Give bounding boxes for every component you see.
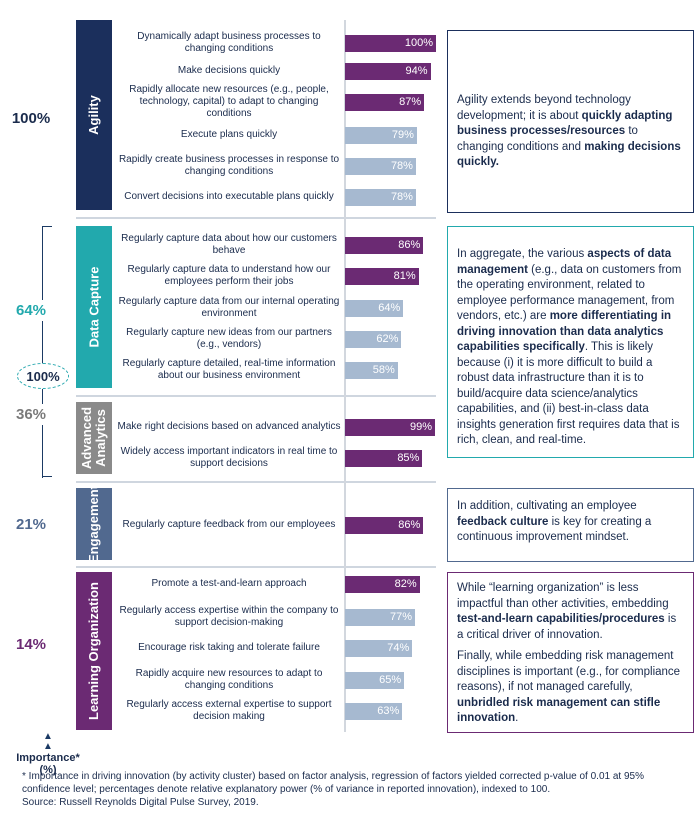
row-label: Regularly capture feedback from our empl… bbox=[122, 519, 336, 530]
row-label: Encourage risk taking and tolerate failu… bbox=[138, 642, 320, 653]
row-label: Promote a test-and-learn approach bbox=[151, 578, 307, 589]
cluster-separator bbox=[76, 395, 436, 397]
row-label: Rapidly allocate new resources (e.g., pe… bbox=[129, 84, 329, 119]
bar: 78% bbox=[345, 188, 416, 206]
bar-value-label: 81% bbox=[393, 269, 416, 282]
bar-value-label: 62% bbox=[376, 332, 399, 345]
bar-value-label: 94% bbox=[405, 64, 428, 77]
bar-value-label: 74% bbox=[387, 641, 410, 654]
bar: 81% bbox=[345, 267, 419, 285]
bar: 62% bbox=[345, 330, 402, 348]
importance-learning-org: 14% bbox=[15, 636, 47, 653]
row-label: Rapidly acquire new resources to adapt t… bbox=[135, 668, 323, 691]
bar-value-label: 64% bbox=[378, 301, 401, 314]
bar: 82% bbox=[345, 575, 420, 593]
note-learning-org: While “learning organization” is less im… bbox=[447, 572, 694, 733]
cluster-separator bbox=[76, 481, 436, 483]
bar: 74% bbox=[345, 639, 413, 657]
row-label: Widely access important indicators in re… bbox=[120, 446, 338, 469]
row-label: Rapidly create business processes in res… bbox=[118, 154, 340, 177]
cluster-learning-org-label: Learning Organization bbox=[86, 582, 101, 720]
bar: 78% bbox=[345, 157, 416, 175]
bar-value-label: 86% bbox=[398, 518, 421, 531]
importance-advanced-analytics: 36% bbox=[0, 404, 62, 425]
bar: 65% bbox=[345, 671, 405, 689]
note-engagement: In addition, cultivating an employee fee… bbox=[447, 488, 694, 562]
row-label: Dynamically adapt business processes to … bbox=[137, 31, 321, 54]
cluster-engagement-label: Engagement bbox=[86, 484, 102, 564]
bar: 79% bbox=[345, 126, 417, 144]
row-label: Regularly access external expertise to s… bbox=[126, 699, 332, 722]
bar-value-label: 79% bbox=[391, 128, 414, 141]
source-text: Source: Russell Reynolds Digital Pulse S… bbox=[22, 797, 259, 808]
cluster-separator bbox=[76, 566, 436, 568]
importance-data-capture: 64% bbox=[0, 300, 62, 321]
bar: 64% bbox=[345, 299, 404, 317]
up-arrows-icon: ▲ ▲ bbox=[43, 731, 53, 752]
cluster-data-capture: Data Capture bbox=[76, 226, 112, 388]
bar: 94% bbox=[345, 62, 431, 80]
importance-combined: 100% bbox=[17, 363, 69, 389]
cluster-advanced-analytics-label: Advanced Analytics bbox=[79, 406, 109, 470]
cluster-advanced-analytics: Advanced Analytics bbox=[76, 402, 112, 474]
bar-value-label: 100% bbox=[404, 36, 433, 49]
bar-value-label: 78% bbox=[390, 159, 413, 172]
footnote: * Importance in driving innovation (by a… bbox=[22, 770, 690, 809]
note-agility-text: Agility extends beyond technology develo… bbox=[457, 94, 681, 168]
cluster-engagement: Engagement bbox=[76, 484, 112, 564]
bar: 58% bbox=[345, 361, 398, 379]
bar: 100% bbox=[345, 34, 436, 52]
bar: 63% bbox=[345, 702, 403, 720]
row-label: Make right decisions based on advanced a… bbox=[117, 421, 341, 432]
row-label: Regularly capture data to understand how… bbox=[127, 264, 331, 287]
row-label: Convert decisions into executable plans … bbox=[124, 191, 334, 202]
note-data-text: In aggregate, the various aspects of dat… bbox=[457, 248, 682, 446]
row-label: Regularly capture data about how our cus… bbox=[121, 233, 337, 256]
bar-value-label: 78% bbox=[390, 190, 413, 203]
footnote-text: * Importance in driving innovation (by a… bbox=[22, 771, 644, 795]
bar: 77% bbox=[345, 608, 416, 626]
bar-value-label: 87% bbox=[399, 95, 422, 108]
importance-axis-label: ▲ ▲ Importance* (%) bbox=[8, 731, 88, 777]
bar: 87% bbox=[345, 93, 425, 111]
bar-value-label: 82% bbox=[394, 577, 417, 590]
note-data: In aggregate, the various aspects of dat… bbox=[447, 226, 694, 458]
row-label: Execute plans quickly bbox=[180, 129, 278, 140]
cluster-agility: Agility bbox=[76, 20, 112, 210]
row-label: Make decisions quickly bbox=[177, 65, 281, 76]
row-label: Regularly capture data from our internal… bbox=[118, 296, 340, 319]
cluster-learning-org: Learning Organization bbox=[76, 572, 112, 730]
importance-bracket bbox=[42, 226, 52, 478]
bar: 86% bbox=[345, 236, 424, 254]
row-label: Regularly capture detailed, real-time in… bbox=[122, 358, 336, 381]
bar: 86% bbox=[345, 516, 424, 534]
row-label: Regularly capture new ideas from our par… bbox=[126, 327, 332, 350]
note-learning-text-2: Finally, while embedding risk management… bbox=[457, 650, 681, 724]
bar-value-label: 99% bbox=[410, 420, 433, 433]
note-agility: Agility extends beyond technology develo… bbox=[447, 30, 694, 213]
bar-value-label: 85% bbox=[397, 451, 420, 464]
row-label: Regularly access expertise within the co… bbox=[119, 605, 339, 628]
bar: 99% bbox=[345, 418, 436, 436]
cluster-agility-label: Agility bbox=[86, 95, 102, 135]
bar-value-label: 77% bbox=[390, 610, 413, 623]
importance-agility: 100% bbox=[11, 110, 51, 127]
bar-value-label: 86% bbox=[398, 238, 421, 251]
bar-value-label: 63% bbox=[377, 704, 400, 717]
bar-value-label: 65% bbox=[379, 673, 402, 686]
bar: 85% bbox=[345, 449, 423, 467]
cluster-separator bbox=[76, 217, 436, 219]
importance-engagement: 21% bbox=[15, 516, 47, 533]
note-engagement-text: In addition, cultivating an employee fee… bbox=[457, 500, 652, 543]
note-learning-text-1: While “learning organization” is less im… bbox=[457, 582, 677, 641]
cluster-data-capture-label: Data Capture bbox=[86, 266, 102, 348]
bar-value-label: 58% bbox=[372, 363, 395, 376]
